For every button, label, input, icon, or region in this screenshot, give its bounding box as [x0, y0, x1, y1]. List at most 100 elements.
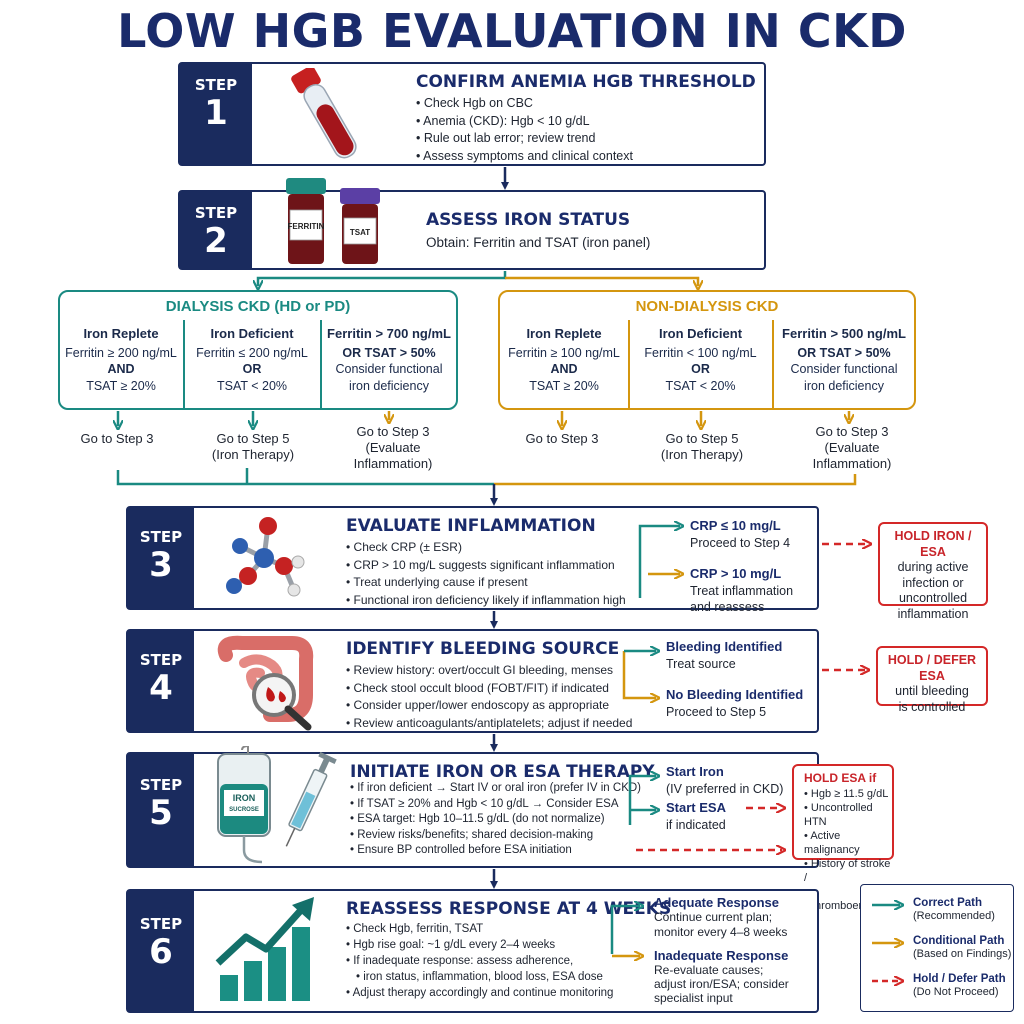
step-label: STEP — [139, 915, 183, 933]
intestine-magnifier-icon — [217, 635, 314, 731]
bullet: Check Hgb on CBC — [416, 95, 633, 113]
step-3-badge: STEP 3 — [128, 508, 194, 608]
step-5-bullets: If iron deficient → Start IV or oral iro… — [350, 781, 641, 859]
dialysis-title: DIALYSIS CKD (HD or PD) — [165, 298, 351, 315]
molecule-icon — [226, 517, 305, 597]
legend-correct-path: Correct Path (Recommended) — [913, 897, 995, 922]
bullet: Treat underlying cause if present — [346, 574, 626, 592]
bullet: Check Hgb, ferritin, TSAT — [346, 921, 613, 937]
non-dialysis-ckd-box: NON-DIALYSIS CKD Iron Replete Ferritin ≥… — [498, 290, 916, 410]
legend: Correct Path (Recommended) Conditional Pa… — [860, 884, 1014, 1012]
dialysis-iron-replete: Iron Replete Ferritin ≥ 200 ng/mL AND TSAT… — [65, 326, 177, 393]
step-6-badge: STEP 6 — [128, 891, 194, 1011]
step-1-badge: STEP 1 — [180, 64, 252, 164]
step-2-box: STEP 2 FERRITIN TSAT ASSESS IRON STATUS … — [178, 178, 766, 270]
step-2-subtitle: Obtain: Ferritin and TSAT (iron panel) — [426, 235, 651, 250]
bullet: Review history: overt/occult GI bleeding… — [346, 662, 632, 680]
step-number: 6 — [149, 932, 173, 972]
step-3-box: STEP 3 EVALUATE INFLAMMATION Check CRP (… — [126, 506, 819, 614]
merge-nondialysis — [494, 474, 857, 486]
step-4-badge: STEP 4 — [128, 631, 194, 731]
bullet: ESA target: Hgb 10–11.5 g/dL (do not nor… — [350, 812, 641, 828]
bullet: If inadequate response: assess adherence… — [346, 953, 613, 969]
non-dialysis-iron-replete: Iron Replete Ferritin ≥ 100 ng/mL AND TSAT… — [508, 326, 620, 393]
bullet: Consider upper/lower endoscopy as approp… — [346, 697, 632, 715]
non-dialysis-functional: Ferritin > 500 ng/mL OR TSAT > 50% Consid… — [782, 326, 906, 393]
bullet: Review risks/benefits; shared decision-m… — [350, 828, 641, 844]
step-6-title: REASSESS RESPONSE AT 4 WEEKS — [346, 899, 672, 919]
bullet: Assess symptoms and clinical context — [416, 148, 633, 166]
step-3-branch-crp-high: CRP > 10 mg/L Treat inflammation and reass… — [690, 566, 794, 614]
bullet-continuation: iron status, inflammation, blood loss, E… — [346, 969, 613, 985]
arrow-to-non-dialysis — [505, 276, 698, 286]
step-2-badge: STEP 2 — [180, 192, 252, 268]
step-4-bullets: Review history: overt/occult GI bleeding… — [346, 662, 633, 733]
bullet: Adjust therapy accordingly and continue … — [346, 985, 614, 1001]
step-5-branch-start-esa: Start ESA if indicated — [666, 800, 726, 832]
bullet: Check stool occult blood (FOBT/FIT) if i… — [346, 680, 632, 698]
divider — [772, 320, 774, 408]
step-4-box: STEP 4 IDENTIFY BLEEDING SOURCE Review h… — [126, 629, 819, 733]
bag-label-1: IRON — [233, 793, 256, 803]
bullet: CRP > 10 mg/L suggests significant infla… — [346, 557, 626, 575]
bullet: If TSAT ≥ 20% and Hgb < 10 g/dL → Consid… — [350, 797, 641, 813]
divider — [628, 320, 630, 408]
step-number: 4 — [149, 668, 173, 708]
goto-step-5: Go to Step 5 (Iron Therapy) — [211, 431, 295, 462]
step-4-hold-box: HOLD / DEFER ESA until bleeding is contro… — [876, 646, 988, 714]
step-label: STEP — [194, 204, 238, 222]
bullet: Anemia (CKD): Hgb < 10 g/dL — [416, 113, 633, 131]
step-label: STEP — [139, 651, 183, 669]
step-4-branch-bleeding: Bleeding Identified Treat source — [666, 639, 783, 671]
step-3-branch-crp-low: CRP ≤ 10 mg/L Proceed to Step 4 — [690, 518, 791, 550]
growth-chart-icon — [215, 897, 314, 1001]
bullet: Hgb rise goal: ~1 g/dL every 2–4 weeks — [346, 937, 613, 953]
arrow-to-dialysis — [258, 271, 507, 286]
dialysis-ckd-box: DIALYSIS CKD (HD or PD) Iron Replete Fer… — [58, 290, 458, 410]
step-6-branch-adequate: Adequate Response Continue current plan; m… — [654, 895, 788, 939]
goto-step-5: Go to Step 5 (Iron Therapy) — [660, 431, 744, 462]
merge-dialysis — [116, 470, 494, 486]
step-6-branch-inadequate: Inadequate Response Re-evaluate causes; ad… — [654, 948, 789, 1006]
goto-step-3: Go to Step 3 — [80, 431, 154, 446]
bullet: Review anticoagulants/antiplatelets; adj… — [346, 715, 633, 733]
bullet: If iron deficient → Start IV or oral iro… — [350, 781, 641, 797]
step-number: 5 — [149, 793, 173, 833]
goto-step-3-inflammation: Go to Step 3 (Evaluate Inflammation) — [353, 424, 433, 471]
step-5-badge: STEP 5 — [128, 754, 194, 866]
bullet: Check CRP (± ESR) — [346, 539, 626, 557]
goto-step-3: Go to Step 3 — [525, 431, 599, 446]
dialysis-functional: Ferritin > 700 ng/mL OR TSAT > 50% Consid… — [327, 326, 451, 393]
step-1-bullets: Check Hgb on CBC Anemia (CKD): Hgb < 10 … — [416, 95, 633, 165]
vial-2-label: TSAT — [350, 228, 370, 237]
legend-hold-path: Hold / Defer Path (Do Not Proceed) — [913, 973, 1006, 998]
vial-1-label: FERRITIN — [288, 222, 325, 231]
step-5-branch-start-iron: Start Iron (IV preferred in CKD) — [666, 764, 784, 796]
goto-step-3-inflammation: Go to Step 3 (Evaluate Inflammation) — [812, 424, 892, 471]
page-title: LOW HGB EVALUATION IN CKD — [117, 4, 907, 58]
step-label: STEP — [139, 776, 183, 794]
non-dialysis-title: NON-DIALYSIS CKD — [635, 298, 779, 315]
bullet: Rule out lab error; review trend — [416, 130, 633, 148]
step-number: 1 — [204, 93, 228, 133]
step-5-box: STEP 5 IRON SUCROSE INITIATE IRON OR ESA… — [126, 746, 819, 868]
legend-conditional-path: Conditional Path (Based on Findings) — [913, 935, 1012, 960]
step-number: 3 — [149, 545, 173, 585]
iv-bag-syringe-icon: IRON SUCROSE — [217, 746, 337, 864]
step-5-hold-box: HOLD ESA if Hgb ≥ 11.5 g/dL Uncontrolled… — [792, 764, 899, 912]
step-number: 2 — [204, 221, 228, 261]
step-label: STEP — [194, 76, 238, 94]
step-4-branch-no-bleeding: No Bleeding Identified Proceed to Step 5 — [666, 687, 804, 719]
step-3-bullets: Check CRP (± ESR) CRP > 10 mg/L suggests… — [346, 539, 626, 610]
bag-label-2: SUCROSE — [229, 807, 259, 813]
step-2-title: ASSESS IRON STATUS — [426, 210, 631, 230]
step-label: STEP — [139, 528, 183, 546]
divider — [183, 320, 185, 408]
bullet: Functional iron deficiency likely if inf… — [346, 592, 626, 610]
divider — [320, 320, 322, 408]
dialysis-iron-deficient: Iron Deficient Ferritin ≤ 200 ng/mL OR TSA… — [196, 326, 308, 393]
step-3-title: EVALUATE INFLAMMATION — [346, 516, 596, 536]
step-1-box: STEP 1 CONFIRM ANEMIA HGB THRESHOLD Chec… — [178, 62, 766, 166]
non-dialysis-iron-deficient: Iron Deficient Ferritin < 100 ng/mL OR TSA… — [644, 326, 757, 393]
vials-icon: FERRITIN TSAT — [286, 178, 380, 264]
